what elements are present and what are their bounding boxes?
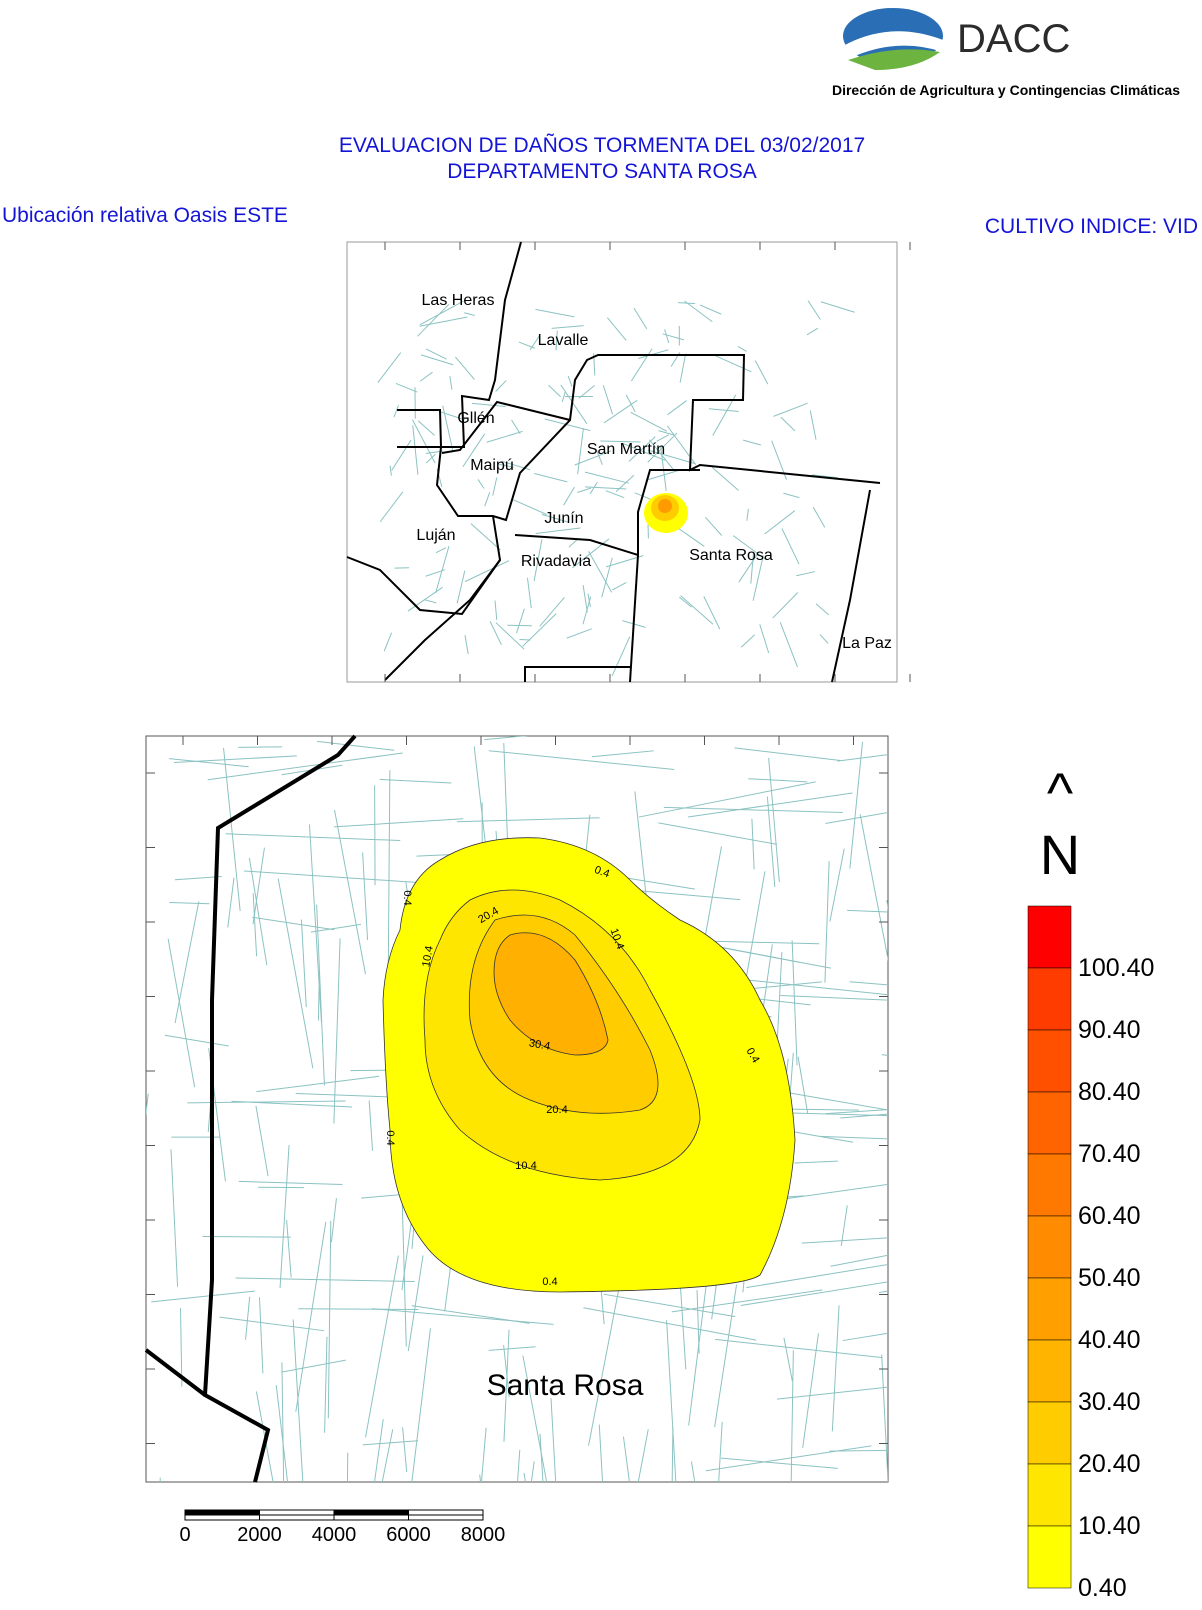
place-label: Gllén [457,410,494,427]
scale-segment [334,1515,409,1520]
legend-label: 50.40 [1078,1264,1141,1292]
place-label: San Martín [587,441,665,458]
scale-label: 2000 [237,1524,282,1546]
organization: Dirección de Agricultura y Contingencias… [832,82,1180,98]
road [879,1264,1030,1293]
contour-label: 20.4 [546,1104,567,1116]
title-line2: DEPARTAMENTO SANTA ROSA [447,160,757,183]
scale-segment [334,1510,409,1515]
legend-swatch [1028,1092,1071,1154]
legend-label: 70.40 [1078,1140,1141,1168]
scale-segment [185,1515,260,1520]
scale-label: 0 [179,1524,190,1546]
crop-label: CULTIVO INDICE: VID [985,215,1198,238]
logo: DACC Dirección de Agricultura y Continge… [832,8,1180,98]
scale-segment [185,1510,260,1515]
legend-swatch [1028,1030,1071,1092]
legend-swatch [1028,906,1071,968]
place-label: Luján [416,527,455,544]
north-letter: N [1040,823,1080,886]
legend-swatch [1028,1464,1071,1526]
legend-swatch [1028,1402,1071,1464]
contour-label: 10.4 [515,1160,536,1172]
scale-segment [409,1515,484,1520]
scale-segment [409,1510,484,1515]
legend-label: 20.40 [1078,1450,1141,1478]
legend-label: 10.40 [1078,1512,1141,1540]
legend-label: 30.40 [1078,1388,1141,1416]
main-map: 0.40.40.40.40.410.410.410.420.420.430.4 … [132,731,1033,1605]
place-label: Junín [544,510,583,527]
place-label: La Paz [842,635,892,652]
title-line1: EVALUACION DE DAÑOS TORMENTA DEL 03/02/2… [339,133,865,157]
contour-label: 0.4 [542,1276,557,1288]
road [203,1237,291,1238]
legend-swatch [1028,1340,1071,1402]
road [160,1478,162,1605]
legend-label: 60.40 [1078,1202,1141,1230]
legend-swatch [1028,1216,1071,1278]
legend: 100.40 90.40 80.40 70.40 60.40 50.40 40.40 30.4… [1028,906,1154,1602]
contour-label: 0.4 [384,1130,396,1145]
place-label: Rivadavia [521,553,591,570]
contour-label: 0.4 [401,890,413,905]
inset-map: Las Heras Lavalle Gllén Maipú San Martín Juní… [347,242,910,682]
place-label: Las Heras [422,292,495,309]
road [238,747,282,748]
legend-label: 80.40 [1078,1078,1141,1106]
place-label: Maipú [470,457,514,474]
inset-caption: Ubicación relativa Oasis ESTE [2,204,288,227]
logo-text: DACC [957,17,1070,61]
scale-label: 4000 [312,1524,357,1546]
road [524,1473,543,1587]
road [882,1055,1015,1074]
place-label: Lavalle [538,332,589,349]
scale-segment [260,1510,335,1515]
legend-swatch [1028,1526,1071,1588]
legend-label: 100.40 [1078,954,1154,982]
scale-segment [260,1515,335,1520]
north-arrow: ^ [1047,761,1073,824]
road [507,625,531,626]
legend-label: 0.40 [1078,1574,1127,1602]
legend-swatch [1028,1278,1071,1340]
place-label: Santa Rosa [487,1369,644,1402]
road [887,900,904,1008]
scale-label: 8000 [461,1524,506,1546]
place-label: Santa Rosa [689,547,773,564]
legend-swatch [1028,1154,1071,1216]
scale-label: 6000 [386,1524,431,1546]
legend-label: 90.40 [1078,1016,1141,1044]
legend-swatch [1028,968,1071,1030]
scale-bar: 0 2000 4000 6000 8000 [179,1510,505,1546]
legend-label: 40.40 [1078,1326,1141,1354]
